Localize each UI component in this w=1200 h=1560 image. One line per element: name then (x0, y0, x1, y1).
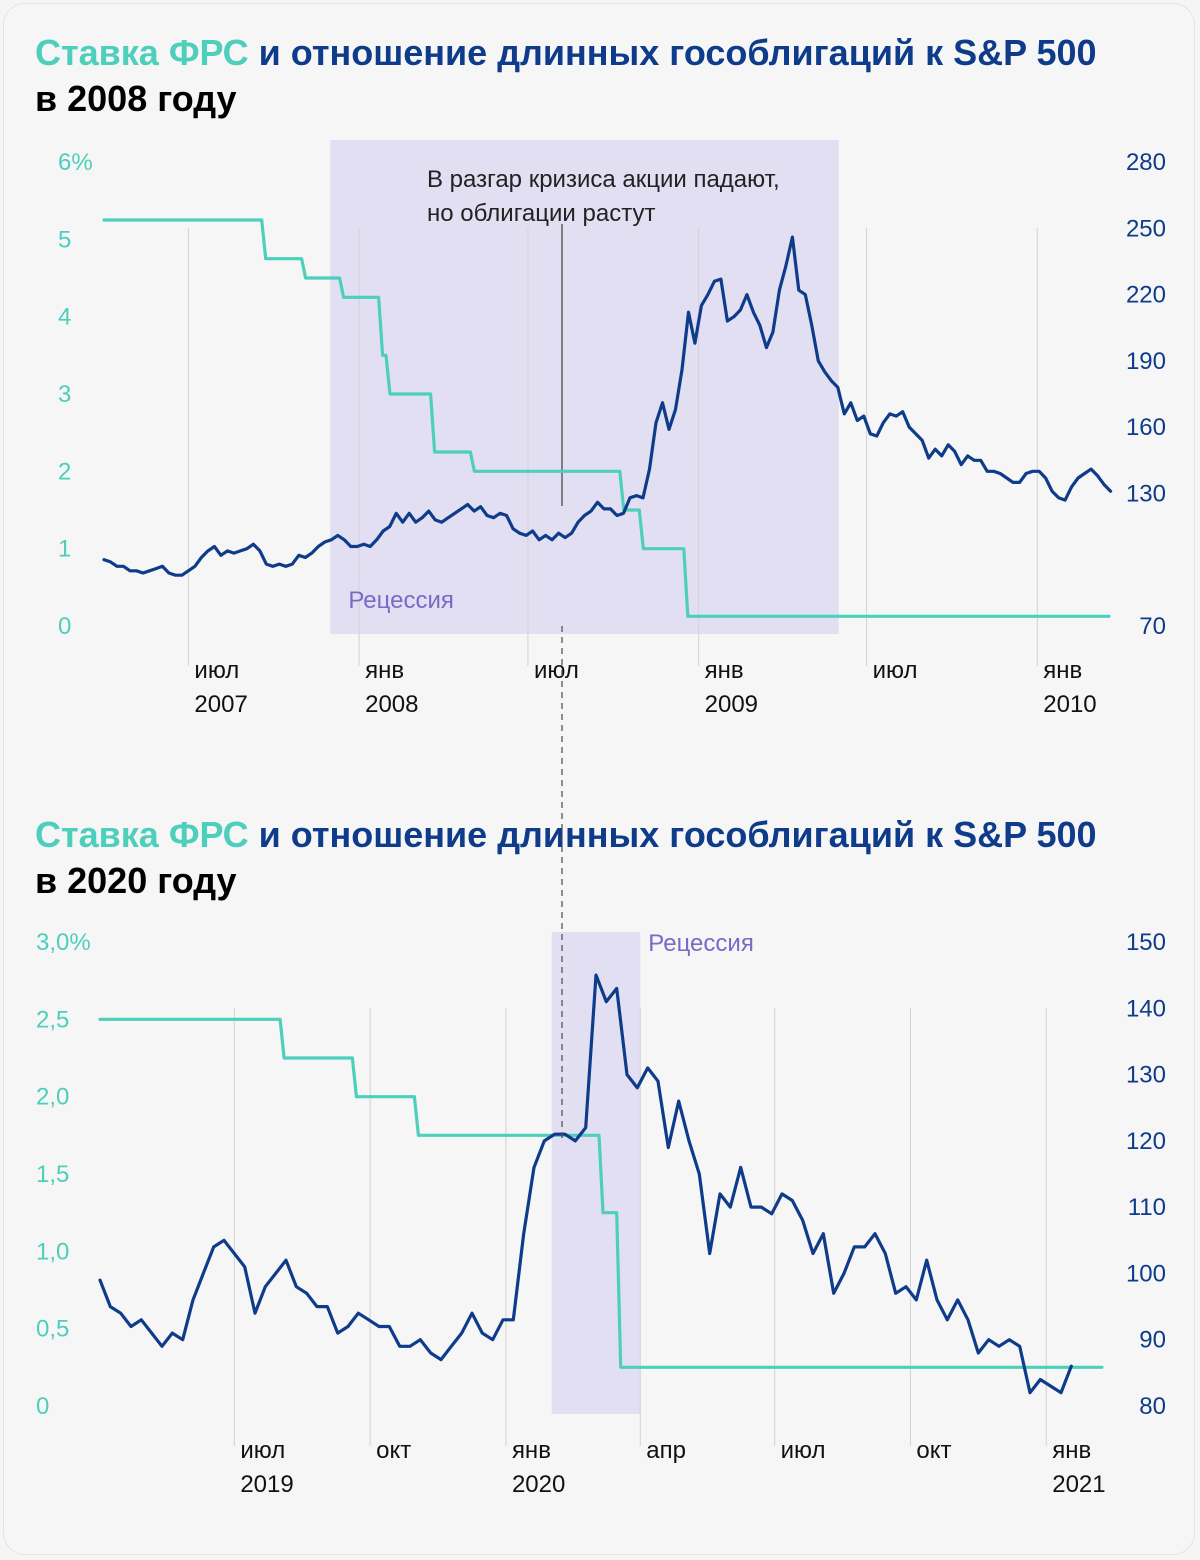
recession-band (330, 140, 839, 634)
x-tick-year: 2007 (194, 691, 247, 718)
recession-band (551, 932, 641, 1414)
y-right-tick: 130 (1126, 1062, 1166, 1089)
y-left-tick: 1,5 (36, 1161, 69, 1188)
bonds-to-sp500-line (102, 235, 1113, 577)
fed-rate-line (98, 1017, 1104, 1369)
y-axis-right: 280 250 220 190 160 130 70 (1126, 149, 1166, 640)
y-left-tick: 3,0% (36, 929, 91, 956)
x-tick-label: июл (781, 1437, 826, 1464)
y-right-tick: 140 (1126, 995, 1166, 1022)
series-lines (98, 973, 1104, 1395)
gridlines (233, 1008, 1047, 1446)
x-tick-label: янв (365, 657, 404, 684)
x-tick-label: янв (705, 657, 744, 684)
title-rate-part: Ставка ФРС (35, 814, 249, 855)
chart-title-2020: Ставка ФРС и отношение длинных гособлига… (35, 812, 1097, 904)
y-right-tick: 120 (1126, 1128, 1166, 1155)
x-tick-year: 2020 (512, 1471, 565, 1498)
x-tick-label: июл (240, 1437, 285, 1464)
y-left-tick: 0 (36, 1393, 49, 1420)
x-tick-year: 2008 (365, 691, 418, 718)
title-period: в 2020 году (35, 860, 237, 901)
chart-title-2008: Ставка ФРС и отношение длинных гособлига… (35, 30, 1097, 122)
y-right-tick: 110 (1128, 1194, 1166, 1221)
chart-2020: Рецессия 3,0%2,52,01,51,00,50 1501401301… (36, 929, 1166, 1498)
series-lines (102, 218, 1113, 618)
y-left-tick: 6% (58, 149, 93, 176)
bonds-to-sp500-line (98, 973, 1073, 1395)
x-tick-year: 2010 (1043, 691, 1096, 718)
x-tick-label: окт (916, 1437, 951, 1464)
y-left-tick: 5 (58, 226, 71, 253)
title-period: в 2008 году (35, 78, 237, 119)
x-tick-label: янв (1052, 1437, 1091, 1464)
y-right-tick: 90 (1139, 1327, 1166, 1354)
y-left-tick: 4 (58, 304, 71, 331)
x-tick-year: 2021 (1052, 1471, 1105, 1498)
y-axis-right: 150 140 130 120 110 100 90 80 (1126, 929, 1166, 1420)
y-right-tick: 80 (1139, 1393, 1166, 1420)
annotation-text-line2: но облигации растут (427, 200, 655, 227)
y-left-tick: 2,0 (36, 1084, 69, 1111)
y-right-tick: 190 (1126, 348, 1166, 375)
x-tick-year: 2019 (240, 1471, 293, 1498)
x-tick-label: апр (646, 1437, 686, 1464)
y-left-tick: 0 (58, 613, 71, 640)
x-tick-label: янв (1043, 657, 1082, 684)
y-left-tick: 3 (58, 381, 71, 408)
gridlines (187, 228, 1038, 666)
y-right-tick: 70 (1139, 613, 1166, 640)
y-axis-left: 3,0% 2,5 2,0 1,5 1,0 0,5 0 (36, 929, 91, 1420)
x-tick-label: июл (873, 657, 918, 684)
y-left-tick: 2,5 (36, 1006, 69, 1033)
x-tick-label: июл (534, 657, 579, 684)
x-tick-year: 2009 (705, 691, 758, 718)
x-tick-label: июл (194, 657, 239, 684)
x-tick-label: окт (376, 1437, 411, 1464)
y-right-tick: 100 (1126, 1260, 1166, 1287)
y-left-tick: 1 (58, 536, 71, 563)
annotation: В разгар кризиса акции падают, но облига… (427, 166, 780, 506)
title-rate-part: Ставка ФРС (35, 32, 249, 73)
y-right-tick: 160 (1126, 414, 1166, 441)
y-right-tick: 280 (1126, 149, 1166, 176)
y-left-tick: 0,5 (36, 1316, 69, 1343)
y-left-tick: 2 (58, 458, 71, 485)
fed-rate-line (102, 218, 1111, 618)
annotation-text-line1: В разгар кризиса акции падают, (427, 166, 780, 193)
y-right-tick: 130 (1126, 480, 1166, 507)
y-left-tick: 1,0 (36, 1238, 69, 1265)
title-ratio-part: и отношение длинных гособлигаций к S&P 5… (248, 814, 1097, 855)
y-right-tick: 250 (1126, 215, 1166, 242)
x-axis: июл 2007 янв 2008 июл янв 2009 июл янв 2010 (194, 657, 1096, 718)
recession-label: Рецессия (648, 930, 754, 957)
y-axis-left: 6% 5 4 3 2 1 0 (58, 149, 93, 640)
x-tick-label: янв (512, 1437, 551, 1464)
y-right-tick: 220 (1126, 282, 1166, 309)
title-ratio-part: и отношение длинных гособлигаций к S&P 5… (248, 32, 1097, 73)
recession-label: Рецессия (348, 587, 454, 614)
chart-2008: Рецессия В разгар кризиса акции падают, … (58, 140, 1166, 718)
y-right-tick: 150 (1126, 929, 1166, 956)
x-axis: июл 2019 окт янв 2020 апр июл окт янв 2021 (240, 1437, 1105, 1498)
